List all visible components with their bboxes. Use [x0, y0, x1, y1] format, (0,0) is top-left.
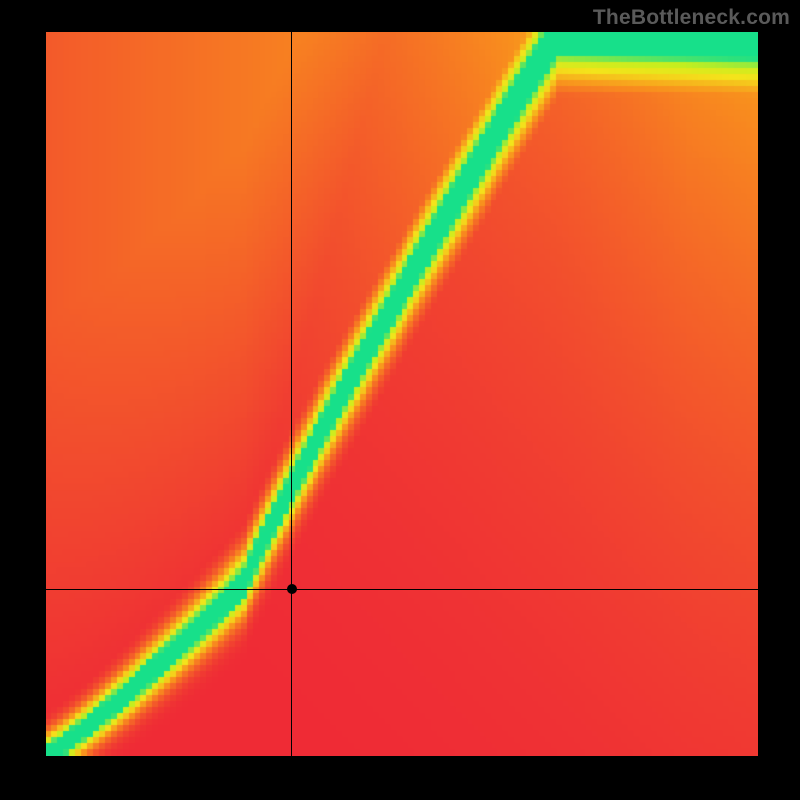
crosshair-vertical: [291, 32, 292, 756]
heatmap-canvas: [46, 32, 758, 756]
chart-container: TheBottleneck.com: [0, 0, 800, 800]
data-point-marker: [287, 584, 297, 594]
crosshair-horizontal: [46, 589, 758, 590]
watermark-label: TheBottleneck.com: [593, 6, 790, 30]
